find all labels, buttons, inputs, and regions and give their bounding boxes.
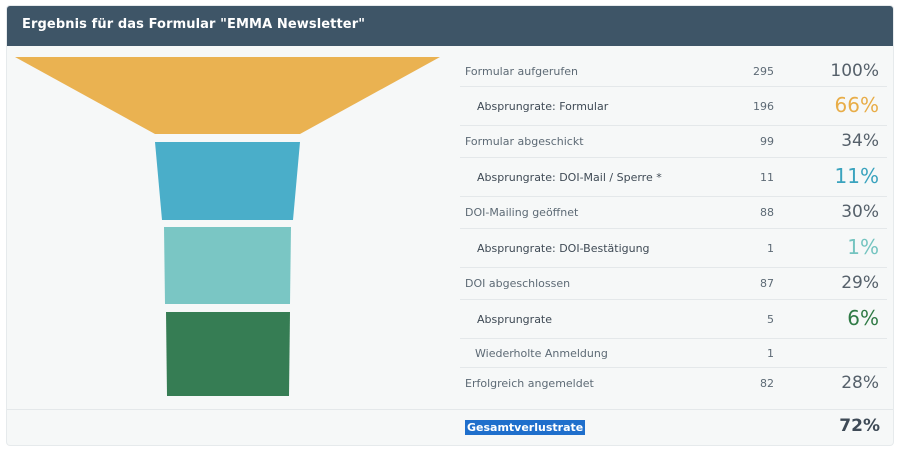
row-count: 1	[767, 242, 774, 255]
row-label: Absprungrate	[477, 313, 553, 326]
table-row-doi-mailing-geoeffnet: DOI-Mailing geöffnet 88 30%	[460, 197, 887, 229]
row-label: Erfolgreich angemeldet	[465, 377, 594, 390]
row-percent: 6%	[847, 306, 879, 330]
row-label: DOI abgeschlossen	[465, 277, 571, 290]
table-row-doi-abgeschlossen: DOI abgeschlossen 87 29%	[460, 268, 887, 300]
results-panel: Ergebnis für das Formular "EMMA Newslett…	[7, 6, 893, 445]
table-row-wiederholte-anmeldung: Wiederholte Anmeldung 1	[460, 339, 887, 368]
row-percent: 66%	[834, 93, 879, 117]
table-row-erfolgreich-angemeldet: Erfolgreich angemeldet 82 28%	[460, 368, 887, 399]
row-count: 1	[767, 347, 774, 360]
funnel-stage-doi-abgeschlossen	[166, 312, 290, 396]
row-count: 87	[760, 277, 774, 290]
funnel-stage-formular-abgeschickt	[155, 142, 300, 220]
table-row-absprungrate-doi-bestaetigung: Absprungrate: DOI-Bestätigung 1 1%	[460, 229, 887, 268]
row-count: 11	[760, 171, 774, 184]
table-row-formular-abgeschickt: Formular abgeschickt 99 34%	[460, 126, 887, 158]
row-percent: 100%	[830, 61, 879, 81]
footer-divider	[7, 409, 893, 410]
row-percent: 1%	[847, 235, 879, 259]
table-row-absprungrate-doi-mail: Absprungrate: DOI-Mail / Sperre * 11 11%	[460, 158, 887, 197]
row-count: 5	[767, 313, 774, 326]
table-row-absprungrate-formular: Absprungrate: Formular 196 66%	[460, 87, 887, 126]
funnel-graphic	[15, 57, 440, 396]
total-loss-percent: 72%	[839, 416, 880, 436]
table-row-absprungrate: Absprungrate 5 6%	[460, 300, 887, 339]
row-label: Absprungrate: DOI-Mail / Sperre *	[477, 171, 662, 184]
row-label: DOI-Mailing geöffnet	[465, 206, 579, 219]
row-percent: 11%	[834, 164, 879, 188]
row-label: Formular abgeschickt	[465, 135, 584, 148]
row-label: Wiederholte Anmeldung	[475, 347, 608, 360]
row-label: Absprungrate: DOI-Bestätigung	[477, 242, 650, 255]
funnel-stage-formular-aufgerufen	[15, 57, 440, 134]
row-percent: 34%	[841, 131, 879, 151]
total-loss-label[interactable]: Gesamtverlustrate	[465, 420, 586, 435]
row-label: Formular aufgerufen	[465, 65, 578, 78]
row-count: 88	[760, 206, 774, 219]
panel-title: Ergebnis für das Formular "EMMA Newslett…	[22, 17, 366, 32]
row-label: Absprungrate: Formular	[477, 100, 609, 113]
row-percent: 30%	[841, 202, 879, 222]
funnel-stage-doi-mailing-geoeffnet	[164, 227, 291, 304]
row-count: 99	[760, 135, 774, 148]
row-count: 82	[760, 377, 774, 390]
row-percent: 28%	[841, 373, 879, 393]
row-percent: 29%	[841, 273, 879, 293]
row-count: 295	[753, 65, 774, 78]
panel-header: Ergebnis für das Formular "EMMA Newslett…	[7, 6, 893, 46]
row-count: 196	[753, 100, 774, 113]
table-row-formular-aufgerufen: Formular aufgerufen 295 100%	[460, 57, 887, 87]
